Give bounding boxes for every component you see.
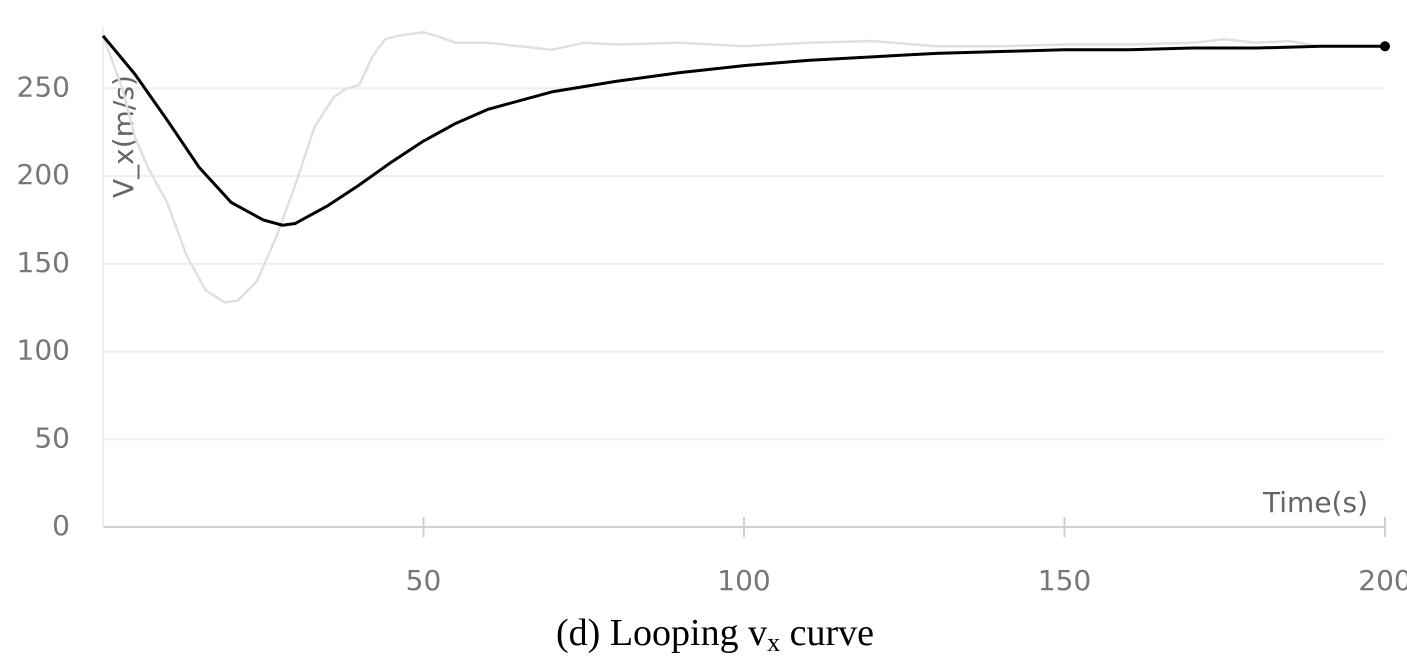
x-tick-label: 50 [406,564,442,597]
end-point [1380,41,1390,52]
line-series [101,34,1385,227]
caption: (d) Looping vx curve [556,612,874,657]
x-axis-label: Time(s) [1262,486,1368,519]
caption-subscript: x [767,628,780,657]
y-tick-label: 200 [17,158,70,191]
y-tick-label: 50 [34,421,70,454]
y-tick-label: 250 [17,70,70,103]
line-series [101,31,1322,304]
x-tick-label: 150 [1038,564,1091,597]
x-tick-label: 200 [1358,564,1407,597]
caption-prefix: (d) Looping v [556,612,767,654]
y-tick-label: 150 [17,246,70,279]
caption-suffix: curve [780,612,874,654]
x-tick-label: 100 [717,564,770,597]
y-tick-label: 0 [52,509,70,542]
y-tick-label: 100 [17,334,70,367]
